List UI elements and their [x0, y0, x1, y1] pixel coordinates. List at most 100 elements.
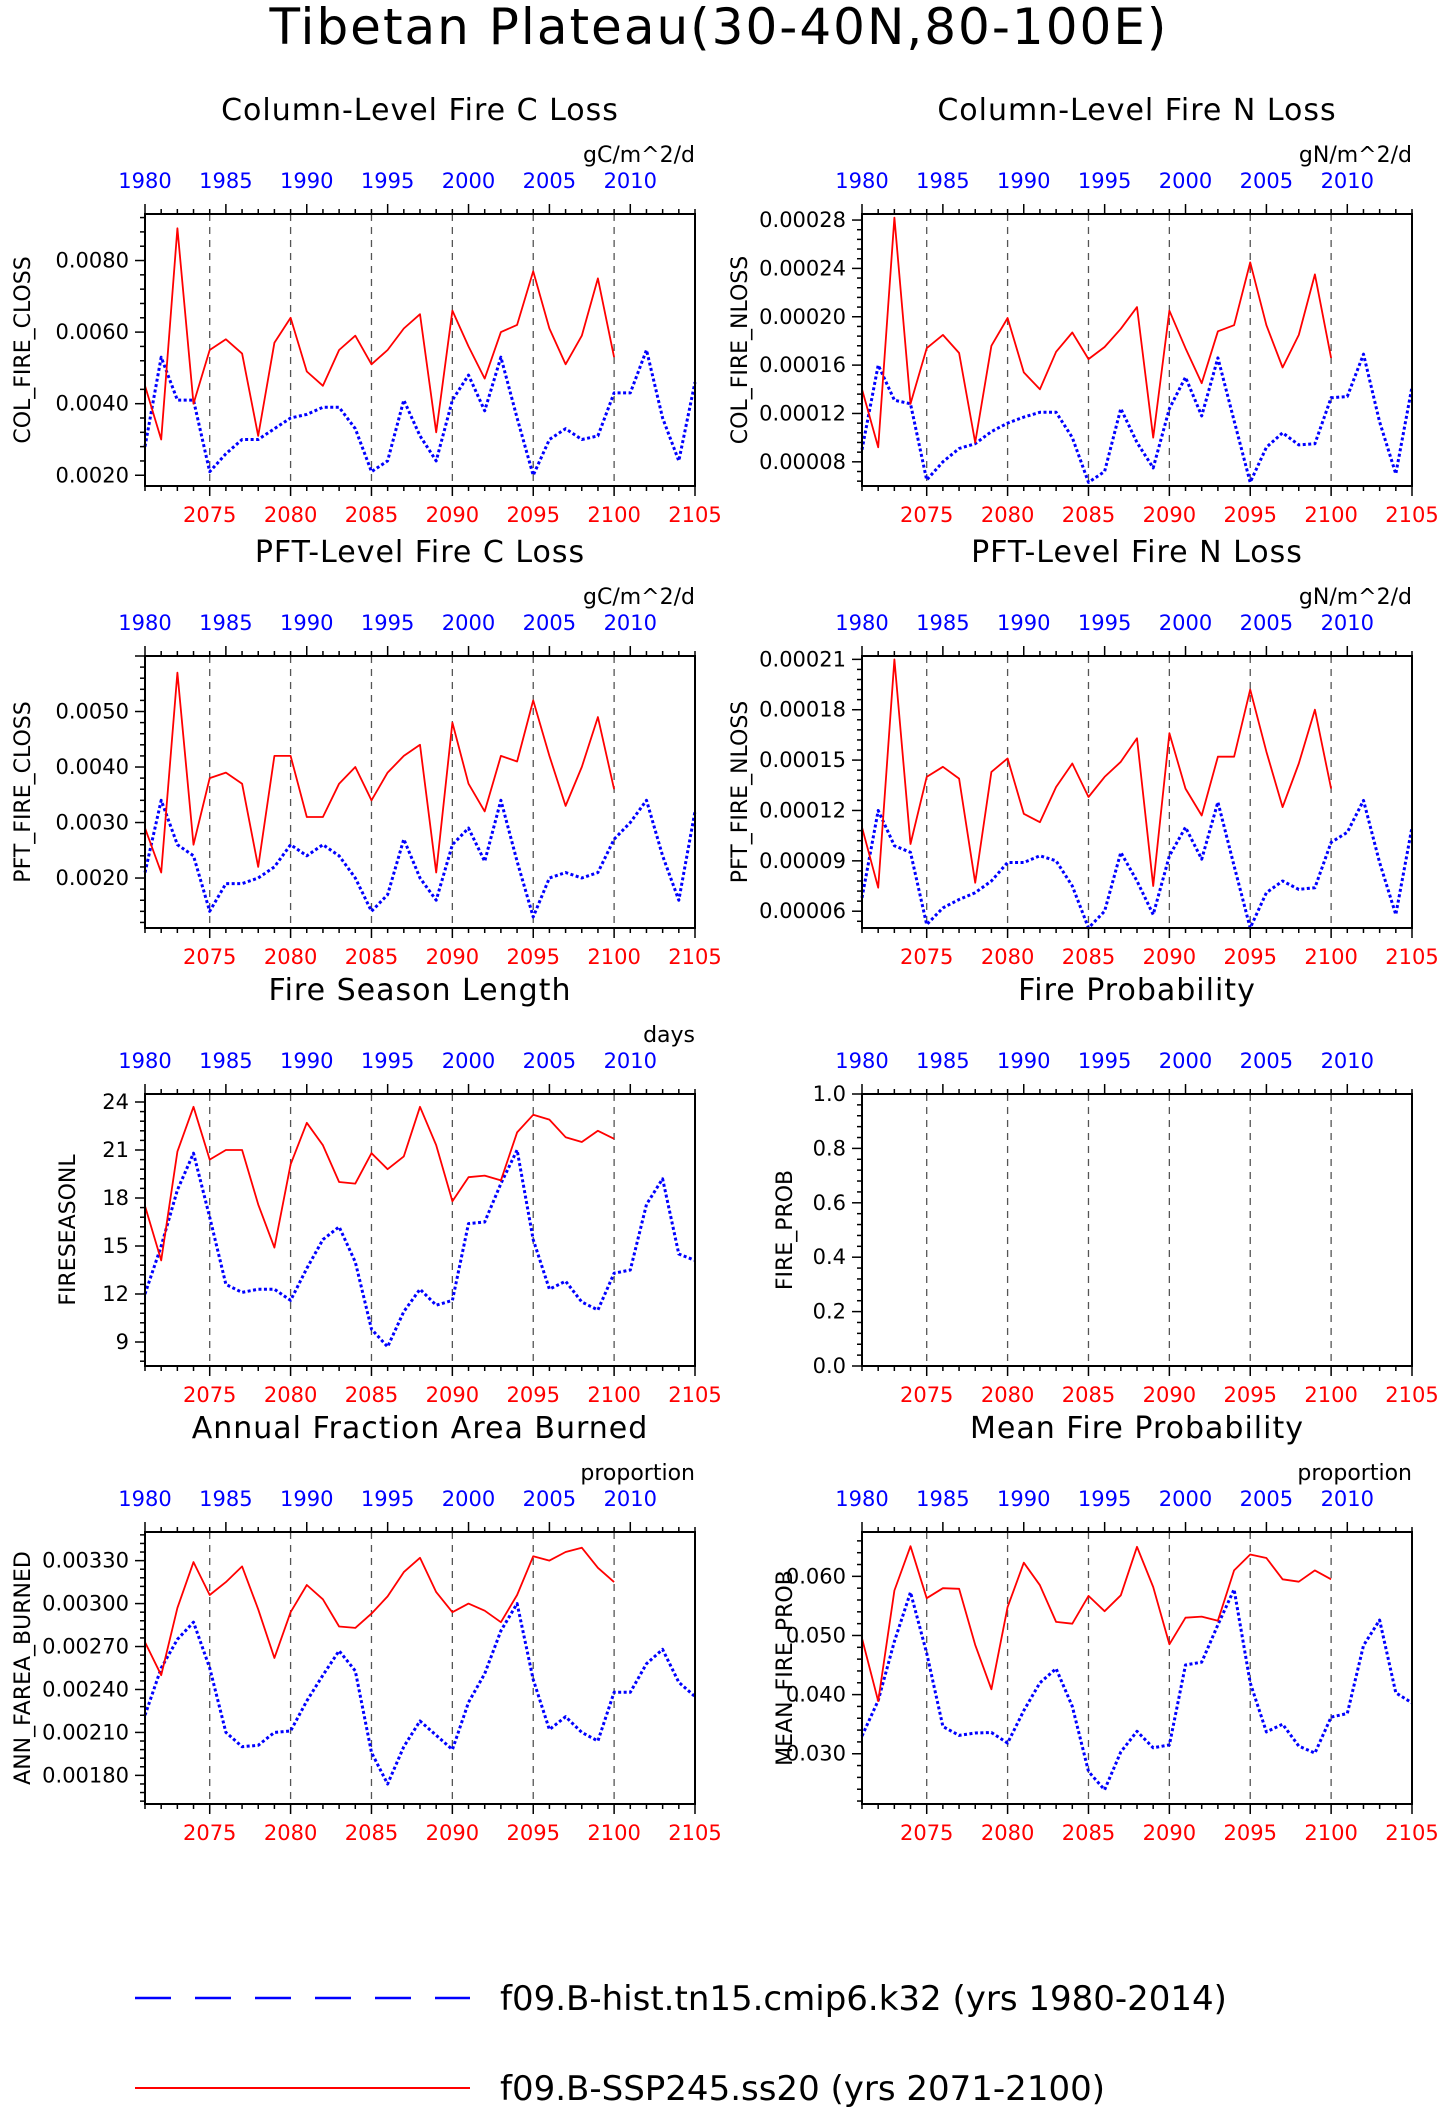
series-line-ssp — [144, 671, 615, 874]
x-tick-label: 2080 — [264, 503, 317, 527]
y-tick-label: 0.00028 — [759, 208, 846, 232]
y-tick-label: 0.0040 — [56, 392, 129, 416]
chart-panels: 2075 2080 2085 2090 2095 2100 2105 1980 1985 1990… — [11, 93, 1438, 1845]
y-tick-label: 0.00009 — [759, 849, 846, 873]
x-tick-label: 2105 — [1385, 1383, 1438, 1407]
x-top-tick-label: 2000 — [1159, 611, 1212, 635]
x-top-tick-label: 1985 — [199, 169, 252, 193]
x-tick-label: 2105 — [668, 945, 721, 969]
x-tick-label: 2080 — [981, 945, 1034, 969]
x-top-tick-label: 1990 — [280, 611, 333, 635]
x-tick-label: 2100 — [1304, 503, 1357, 527]
y-tick-label: 0.00018 — [759, 698, 846, 722]
x-tick-label: 2100 — [587, 1821, 640, 1845]
x-tick-label: 2095 — [1224, 1821, 1277, 1845]
x-top-tick-label: 1995 — [361, 1049, 414, 1073]
x-top-tick-label: 2010 — [1321, 1049, 1374, 1073]
plot-frame — [861, 1093, 1413, 1367]
y-axis-label: FIRE_PROB — [773, 1170, 798, 1290]
x-tick-label: 2095 — [507, 945, 560, 969]
x-tick-label: 2105 — [668, 1383, 721, 1407]
y-tick-label: 15 — [102, 1234, 129, 1258]
x-top-tick-label: 1995 — [1078, 1049, 1131, 1073]
y-tick-label: 0.00270 — [42, 1635, 129, 1659]
y-tick-label: 0.0030 — [56, 811, 129, 835]
x-top-tick-label: 1990 — [280, 1487, 333, 1511]
y-tick-label: 0.060 — [786, 1564, 846, 1588]
x-top-tick-label: 2000 — [1159, 169, 1212, 193]
y-tick-label: 0.2 — [813, 1300, 846, 1324]
x-top-tick-label: 2005 — [523, 611, 576, 635]
x-tick-label: 2085 — [345, 945, 398, 969]
x-tick-label: 2080 — [264, 945, 317, 969]
x-tick-label: 2075 — [183, 503, 236, 527]
x-top-tick-label: 2005 — [523, 169, 576, 193]
y-tick-label: 0.00021 — [759, 647, 846, 671]
x-tick-label: 2080 — [264, 1821, 317, 1845]
y-tick-label: 0.0060 — [56, 320, 129, 344]
x-top-tick-label: 1995 — [1078, 611, 1131, 635]
y-axis-label: COL_FIRE_CLOSS — [11, 256, 36, 443]
y-tick-label: 18 — [102, 1186, 129, 1210]
x-top-tick-label: 1980 — [835, 169, 888, 193]
x-top-tick-label: 2010 — [1321, 611, 1374, 635]
y-axis-label: MEAN_FIRE_PROB — [773, 1570, 798, 1766]
x-tick-label: 2075 — [183, 945, 236, 969]
x-top-tick-label: 1990 — [280, 1049, 333, 1073]
x-tick-label: 2090 — [426, 1383, 479, 1407]
x-top-tick-label: 1985 — [199, 611, 252, 635]
x-tick-label: 2105 — [668, 503, 721, 527]
x-tick-label: 2100 — [1304, 1383, 1357, 1407]
panel-5: 2075 2080 2085 2090 2095 2100 2105 1980 1985 1990… — [56, 973, 722, 1407]
panel-1: 2075 2080 2085 2090 2095 2100 2105 1980 1985 1990… — [11, 93, 722, 527]
panel-3: 2075 2080 2085 2090 2095 2100 2105 1980 1985 1990… — [11, 535, 722, 969]
y-axis-label: ANN_FAREA_BURNED — [11, 1551, 36, 1785]
x-top-tick-label: 2010 — [1321, 1487, 1374, 1511]
x-tick-label: 2090 — [426, 945, 479, 969]
x-tick-label: 2090 — [426, 1821, 479, 1845]
x-tick-label: 2100 — [1304, 945, 1357, 969]
x-tick-label: 2085 — [345, 503, 398, 527]
series-line-ssp — [144, 1546, 615, 1677]
x-top-tick-label: 2005 — [1240, 1487, 1293, 1511]
chart-title: Fire Season Length — [269, 973, 572, 1008]
x-tick-label: 2095 — [507, 1821, 560, 1845]
x-top-tick-label: 2005 — [523, 1487, 576, 1511]
x-tick-label: 2080 — [981, 1383, 1034, 1407]
x-top-tick-label: 1990 — [997, 611, 1050, 635]
x-top-tick-label: 2000 — [442, 1487, 495, 1511]
x-tick-label: 2080 — [264, 1383, 317, 1407]
y-tick-label: 0.0080 — [56, 249, 129, 273]
x-tick-label: 2085 — [1062, 1383, 1115, 1407]
panel-6: 2075 2080 2085 2090 2095 2100 2105 1980 1985 1990… — [773, 973, 1438, 1407]
units-label: gC/m^2/d — [583, 585, 695, 610]
legend: f09.B-hist.tn15.cmip6.k32 (yrs 1980-2014… — [135, 1979, 1227, 2109]
panel-8: 2075 2080 2085 2090 2095 2100 2105 1980 1985 1990… — [773, 1411, 1438, 1845]
x-tick-label: 2095 — [1224, 945, 1277, 969]
x-top-tick-label: 1995 — [361, 169, 414, 193]
x-top-tick-label: 2010 — [604, 1049, 657, 1073]
y-tick-label: 0.00006 — [759, 899, 846, 923]
x-tick-label: 2080 — [981, 503, 1034, 527]
x-top-tick-label: 2000 — [1159, 1049, 1212, 1073]
plot-frame — [144, 1531, 696, 1805]
x-tick-label: 2090 — [1143, 503, 1196, 527]
y-tick-label: 0.6 — [813, 1191, 846, 1215]
x-tick-label: 2100 — [587, 945, 640, 969]
plot-frame — [861, 1531, 1413, 1805]
x-top-tick-label: 1985 — [916, 611, 969, 635]
x-tick-label: 2085 — [345, 1821, 398, 1845]
y-tick-label: 0.0050 — [56, 700, 129, 724]
y-tick-label: 0.00330 — [42, 1549, 129, 1573]
y-tick-label: 0.00020 — [759, 305, 846, 329]
chart-title: PFT-Level Fire N Loss — [971, 535, 1303, 570]
chart-title: Annual Fraction Area Burned — [192, 1411, 649, 1446]
x-tick-label: 2100 — [587, 503, 640, 527]
x-top-tick-label: 2005 — [1240, 611, 1293, 635]
chart-title: Column-Level Fire N Loss — [937, 93, 1336, 128]
y-tick-label: 0.0020 — [56, 463, 129, 487]
legend-label-ssp: f09.B-SSP245.ss20 (yrs 2071-2100) — [500, 2069, 1105, 2109]
x-top-tick-label: 1985 — [199, 1487, 252, 1511]
panel-2: 2075 2080 2085 2090 2095 2100 2105 1980 1985 1990… — [728, 93, 1438, 527]
